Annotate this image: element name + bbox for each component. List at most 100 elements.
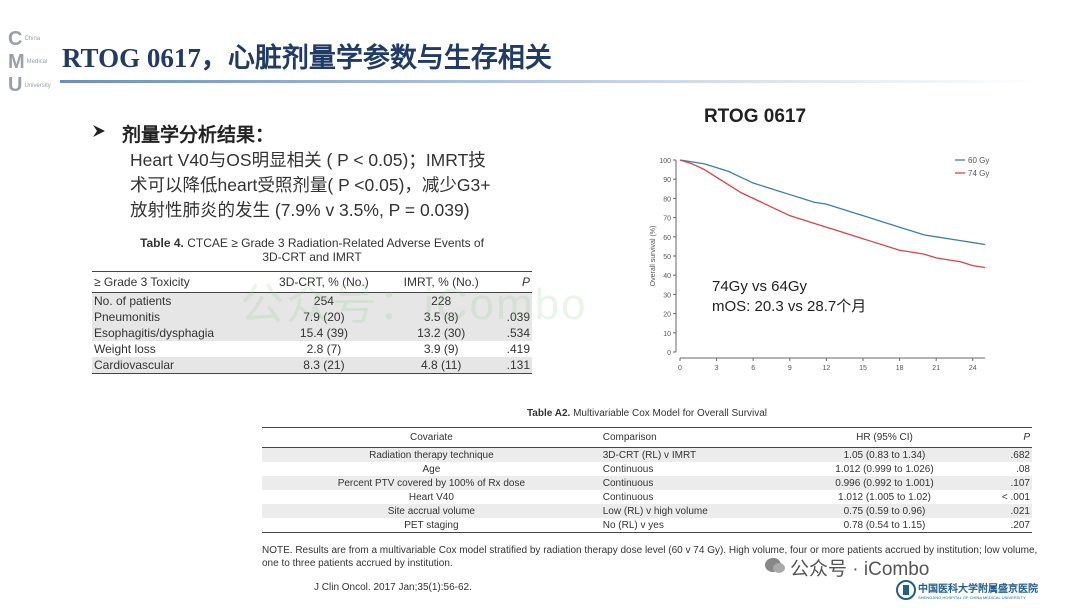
bullet-icon	[93, 125, 105, 137]
table-row: PET staging No (RL) v yes 0.78 (0.54 to 1.…	[262, 518, 1032, 533]
annotation: mOS: 20.3 vs 28.7个月	[712, 298, 866, 315]
table-cell: 2.8 (7)	[306, 342, 342, 356]
table-note: NOTE. Results are from a multivariable C…	[262, 545, 1038, 569]
table-cell: Continuous	[602, 491, 654, 503]
table-cell: .08	[1016, 463, 1030, 475]
x-tick-label: 9	[788, 365, 792, 372]
survival-curve	[679, 159, 986, 269]
table-caption: Table 4. CTCAE ≥ Grade 3 Radiation-Relat…	[92, 236, 532, 264]
table-label: Table 4.	[140, 236, 184, 250]
table-cell: .039	[494, 309, 532, 325]
table-row: Pneumonitis 7.9 (20) 3.5 (8) .039	[92, 309, 532, 325]
table-cell: Pneumonitis	[92, 309, 261, 325]
y-tick-label: 50	[663, 254, 671, 261]
table-cell: .419	[506, 342, 530, 356]
table-cell: 8.3 (21)	[260, 357, 388, 374]
legend-label: 60 Gy	[968, 156, 989, 165]
watermark-corner: 公众号 · iCombo	[790, 559, 930, 580]
logo-letter-row: C China	[8, 28, 58, 51]
table-a2: Table A2. Multivariable Cox Model for Ov…	[262, 408, 1032, 533]
title-rule	[60, 80, 1040, 83]
column-header: Comparison	[600, 427, 794, 448]
annotation: 74Gy vs 64Gy	[712, 278, 808, 295]
hospital-name: 中国医科大学附属盛京医院	[918, 584, 1038, 595]
table-cell: Radiation therapy technique	[262, 447, 601, 462]
caption-text: Multivariable Cox Model for Overall Surv…	[573, 408, 768, 419]
column-header: ≥ Grade 3 Toxicity	[92, 271, 261, 293]
y-tick-label: 0	[667, 350, 671, 357]
citation: J Clin Oncol. 2017 Jan;35(1):56-62.	[314, 582, 472, 593]
watermark: 公众号：iCombo	[240, 280, 588, 329]
column-header: IMRT, % (No.)	[387, 271, 495, 293]
table-cell: .107	[975, 476, 1032, 490]
y-tick-label: 20	[663, 312, 671, 319]
table-4: Table 4. CTCAE ≥ Grade 3 Radiation-Relat…	[92, 236, 532, 374]
caption-text: 3D-CRT and IMRT	[262, 250, 362, 264]
hospital-logo	[896, 580, 916, 600]
table-cell: 7.9 (20)	[260, 309, 388, 325]
logo-letter-row: U University	[8, 74, 58, 97]
table-row: Site accrual volume Low (RL) v high volum…	[262, 504, 1032, 518]
table-cell: .131	[494, 357, 532, 374]
column-header: 3D-CRT, % (No.)	[260, 271, 388, 293]
table-cell: Cardiovascular	[92, 357, 261, 374]
table-cell: 254	[260, 292, 388, 309]
table-cell: PET staging	[404, 519, 459, 531]
table-cell: Continuous	[600, 476, 794, 490]
logo: C China M Medical U University	[8, 28, 58, 98]
column-header: HR (95% CI)	[793, 427, 976, 448]
x-tick-label: 21	[932, 365, 940, 372]
table-cell: Low (RL) v high volume	[600, 504, 794, 518]
x-tick-label: 18	[896, 365, 904, 372]
table-cell: .534	[494, 325, 532, 341]
bullet-text: Heart V40与OS明显相关 ( P < 0.05)；IMRT技 术可以降低h…	[130, 148, 490, 223]
header-row: ≥ Grade 3 Toxicity 3D-CRT, % (No.) IMRT, %…	[92, 271, 532, 293]
table: ≥ Grade 3 Toxicity 3D-CRT, % (No.) IMRT, %…	[92, 271, 532, 374]
table-cell: No. of patients	[92, 292, 261, 309]
column-header: P	[494, 271, 532, 293]
logo-letter: C	[8, 28, 23, 51]
y-tick-label: 60	[663, 235, 671, 242]
table-row: Radiation therapy technique 3D-CRT (RL) v…	[262, 447, 1032, 462]
table-row: Cardiovascular 8.3 (21) 4.8 (11) .131	[92, 357, 532, 374]
table-cell: 13.2 (30)	[387, 325, 495, 341]
logo-letter: M	[8, 51, 25, 74]
y-tick-label: 80	[663, 196, 671, 203]
table: Covariate Comparison HR (95% CI) P Radiation…	[262, 427, 1032, 533]
x-tick-label: 6	[751, 365, 755, 372]
table-cell: Site accrual volume	[262, 504, 601, 518]
y-tick-label: 70	[663, 216, 671, 223]
bullet-line: Heart V40与OS明显相关 ( P < 0.05)；IMRT技	[130, 150, 486, 170]
logo-word: Medical	[26, 59, 48, 66]
x-tick-label: 15	[859, 365, 867, 372]
table-cell: < .001	[1001, 491, 1030, 503]
table-cell: 1.012 (1.005 to 1.02)	[838, 491, 931, 503]
table-cell	[494, 292, 532, 309]
table-row: Percent PTV covered by 100% of Rx dose Co…	[262, 476, 1032, 490]
table-cell: 0.996 (0.992 to 1.001)	[793, 476, 976, 490]
km-chart: RTOG 0617 0 10 20 30 40 50 60 70 80 90 100 0 3 6 9 12 15 1…	[650, 106, 989, 372]
bullet-line: 术可以降低heart受照剂量( P <0.05)，减少G3+	[130, 175, 491, 195]
table-cell: 1.012 (0.999 to 1.026)	[835, 463, 934, 475]
table-row: No. of patients 254 228	[92, 292, 532, 309]
table-caption: Table A2. Multivariable Cox Model for Ov…	[262, 408, 1032, 419]
table-row: Weight loss 2.8 (7) 3.9 (9) .419	[92, 341, 532, 357]
table-cell: 4.8 (11)	[387, 357, 495, 374]
table-row: Esophagitis/dysphagia 15.4 (39) 13.2 (30).…	[92, 325, 532, 341]
x-tick-label: 24	[969, 365, 977, 372]
logo-word: University	[24, 82, 51, 89]
survival-curve	[679, 159, 986, 246]
y-tick-label: 40	[663, 273, 671, 280]
table-row: Age Continuous 1.012 (0.999 to 1.026) .08	[262, 462, 1032, 476]
table-cell: .207	[1010, 519, 1030, 531]
table-cell: Weight loss	[94, 342, 156, 356]
table-cell: Heart V40	[408, 491, 454, 503]
slide-title: RTOG 0617，心脏剂量学参数与生存相关	[62, 43, 552, 73]
y-tick-label: 30	[663, 292, 671, 299]
column-header: Covariate	[262, 427, 601, 448]
footer: 中国医科大学附属盛京医院 SHENGJING HOSPITAL OF CHINA…	[918, 580, 1038, 600]
table-cell: 0.75 (0.59 to 0.96)	[793, 504, 976, 518]
y-tick-label: 90	[663, 177, 671, 184]
table-cell: No (RL) v yes	[602, 519, 664, 531]
